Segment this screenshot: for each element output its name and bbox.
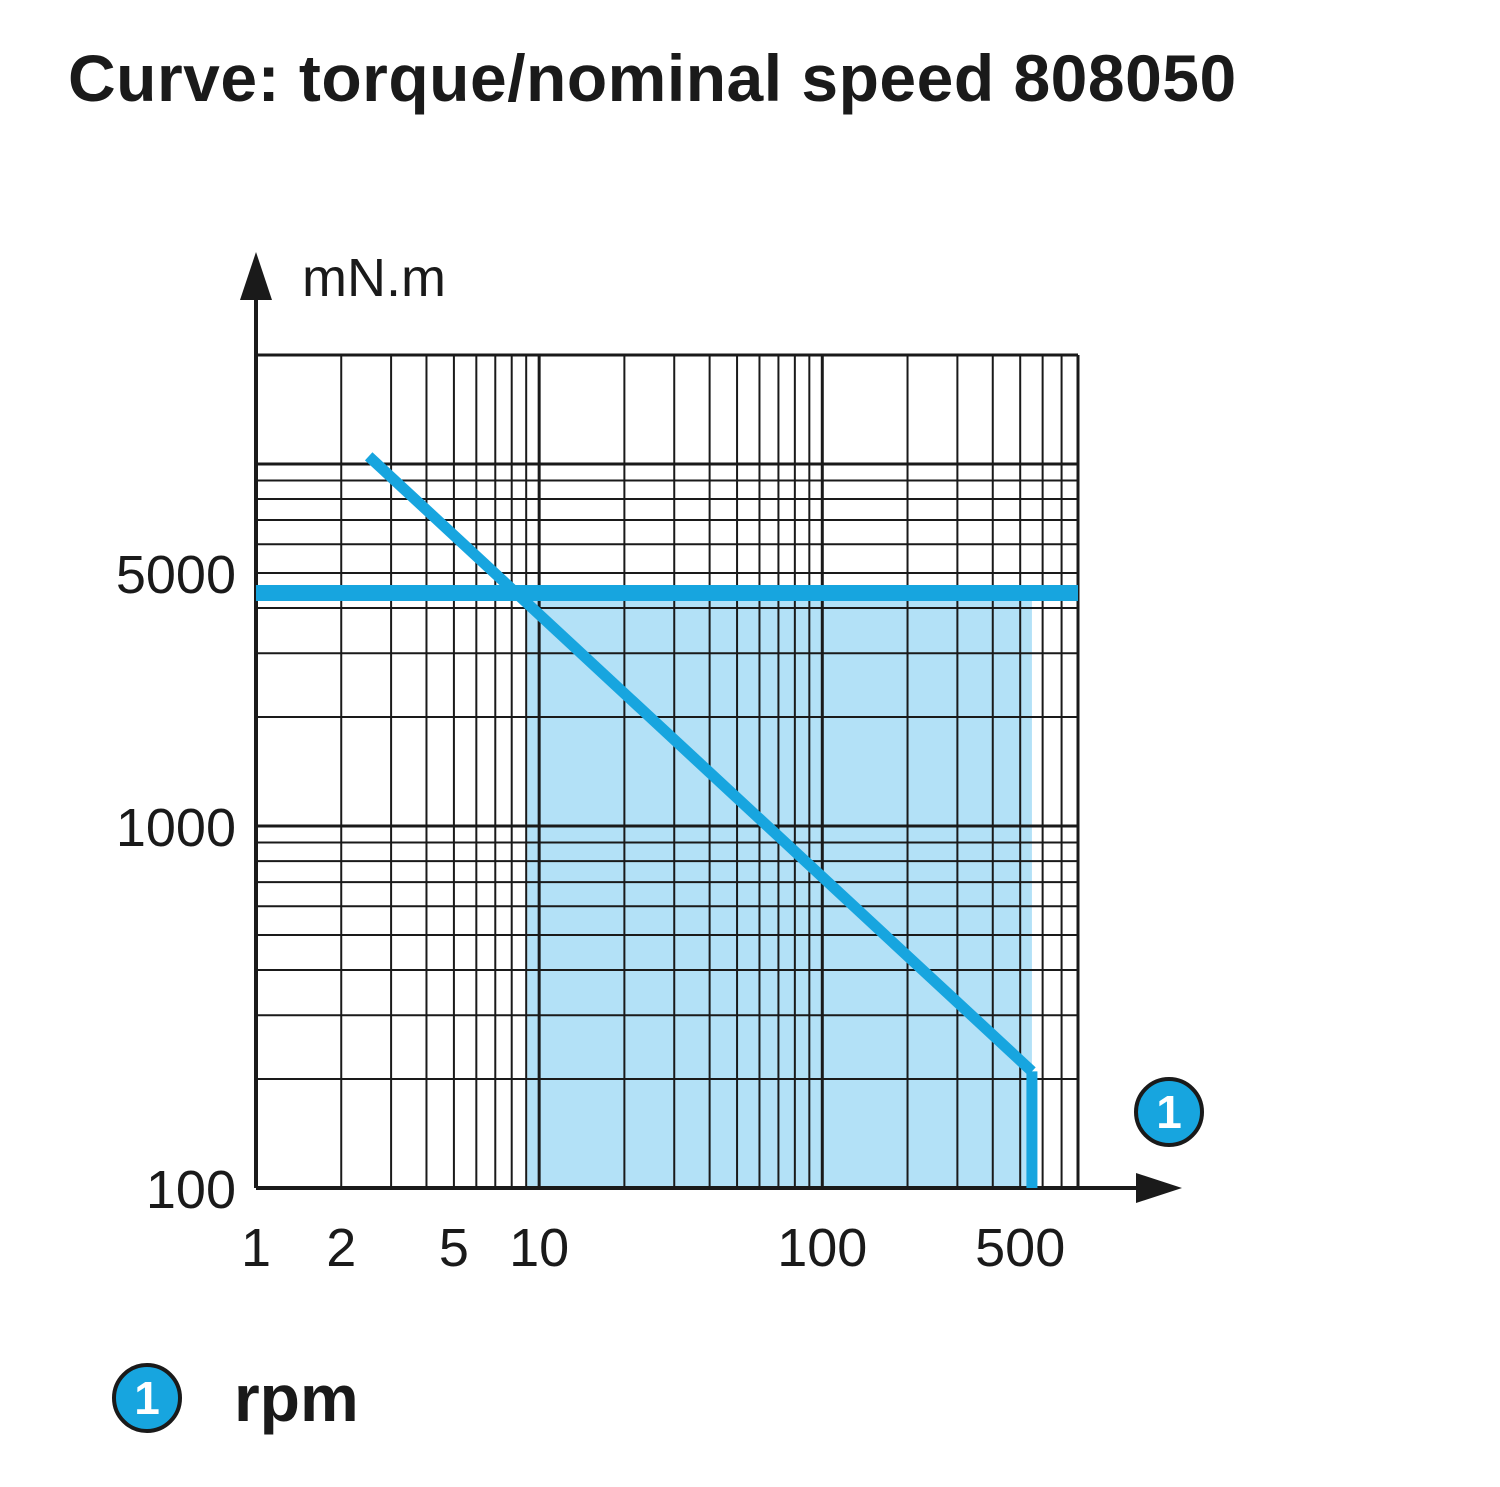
x-tick-label: 500 [975, 1218, 1065, 1278]
series-line [364, 452, 1036, 1076]
legend-label: rpm [234, 1361, 359, 1435]
y-tick-label: 5000 [116, 545, 236, 605]
x-tick-label: 10 [509, 1218, 569, 1278]
y-tick-label: 100 [146, 1160, 236, 1220]
x-tick-label: 100 [777, 1218, 867, 1278]
x-tick-label: 5 [439, 1218, 469, 1278]
x-axis-arrow [1136, 1173, 1182, 1203]
y-axis-arrow [240, 252, 272, 300]
legend-badge: 1 [112, 1363, 182, 1433]
legend: 1 rpm [112, 1358, 359, 1438]
y-axis-label: mN.m [302, 248, 446, 308]
x-axis-marker-text: 1 [1156, 1086, 1182, 1138]
x-tick-label: 2 [326, 1218, 356, 1278]
x-axis-marker-badge [1134, 1077, 1204, 1147]
y-tick-label: 1000 [116, 798, 236, 858]
x-tick-label: 1 [241, 1218, 271, 1278]
chart-title: Curve: torque/nominal speed 808050 [68, 41, 1237, 115]
